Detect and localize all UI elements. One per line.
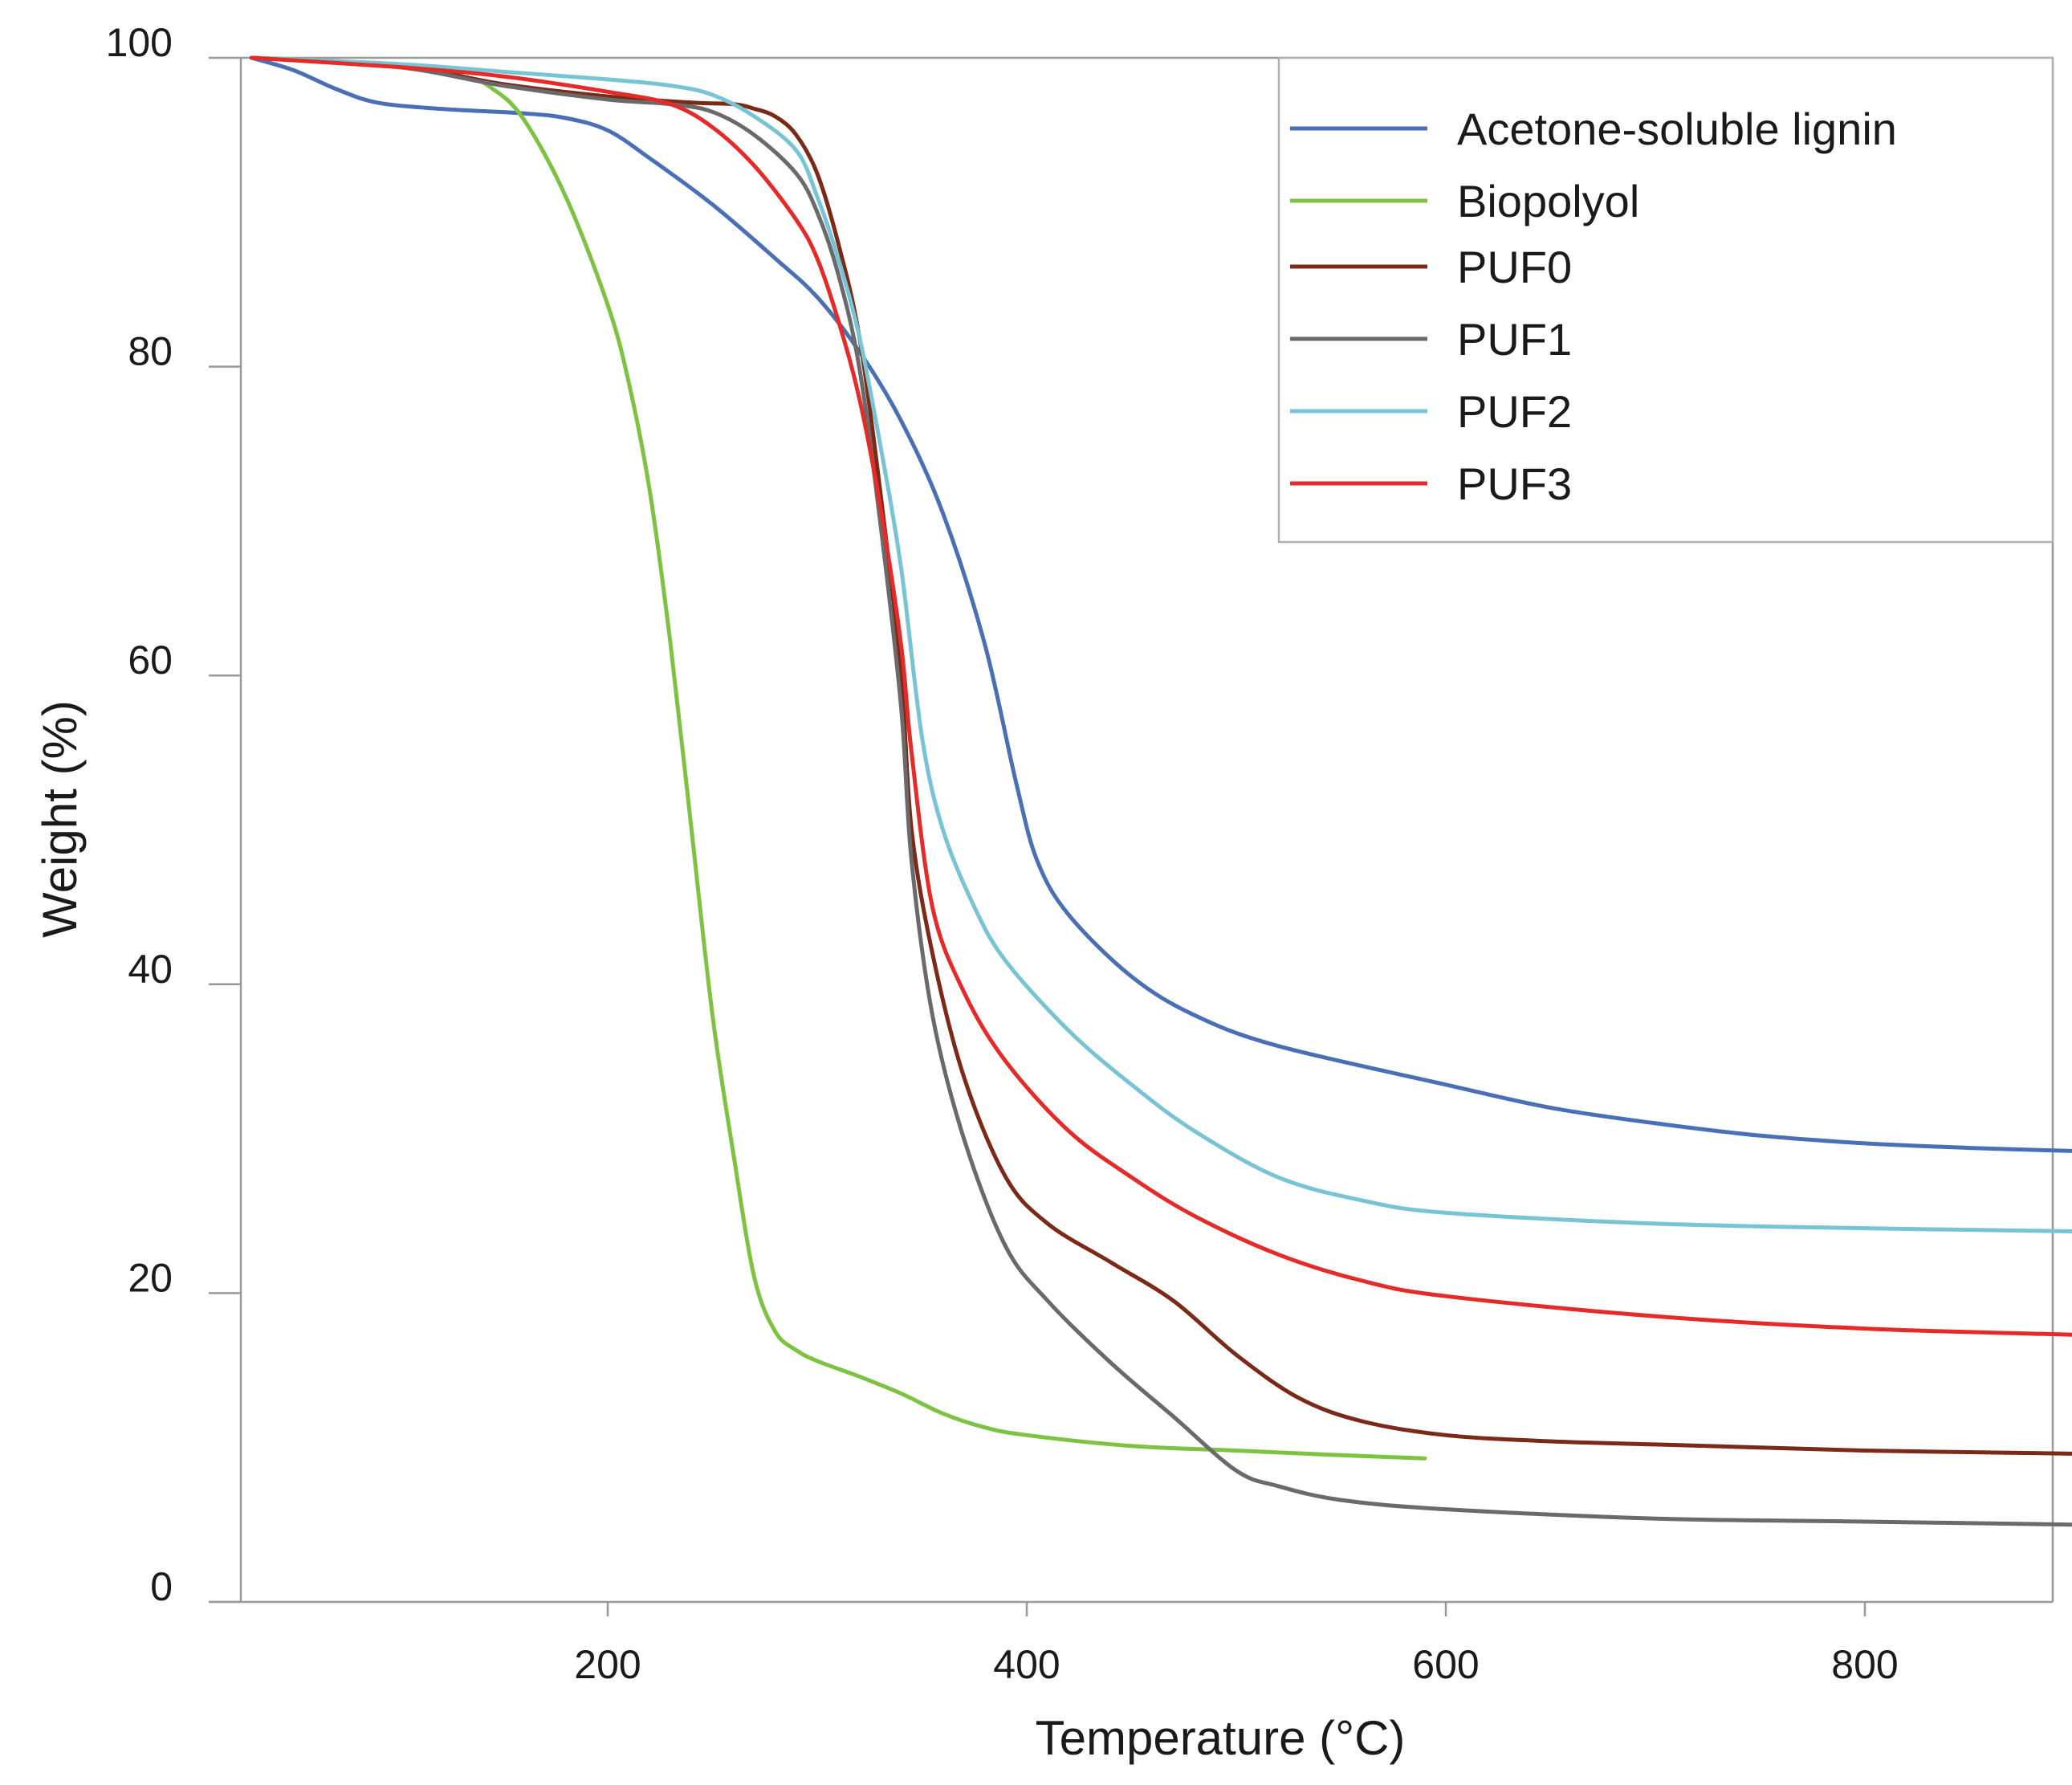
series-line-puf3 — [249, 55, 2072, 1337]
y-tick-label: 60 — [128, 638, 173, 683]
y-tick-label: 100 — [106, 20, 173, 65]
x-axis-title: Temperature (°C) — [1036, 1711, 1406, 1765]
series-line-biopolyol — [249, 55, 1427, 1461]
x-tick-label: 600 — [1412, 1642, 1479, 1687]
y-tick-label: 80 — [128, 329, 173, 374]
series-line-acetone-soluble-lignin — [249, 55, 2072, 1153]
legend-label-biopolyol: Biopolyol — [1457, 176, 1639, 226]
legend-label-acetone-soluble-lignin: Acetone-soluble lignin — [1457, 104, 1897, 154]
legend: Acetone-soluble lignin Biopolyol PUF0 PUF1 P… — [1277, 56, 2054, 544]
x-tick-label: 400 — [993, 1642, 1060, 1687]
series-lines — [249, 55, 2072, 1527]
y-tick-label: 20 — [128, 1255, 173, 1300]
y-tick-label: 40 — [128, 947, 173, 992]
y-tick-label: 0 — [150, 1564, 173, 1609]
y-axis-title: Weight (%) — [33, 700, 87, 938]
x-axis-ticks: 200 400 600 800 — [574, 1602, 1899, 1687]
series-line-puf1 — [249, 55, 2072, 1527]
legend-label-puf2: PUF2 — [1457, 386, 1572, 437]
legend-label-puf0: PUF0 — [1457, 242, 1572, 292]
legend-box — [1277, 56, 2054, 544]
y-axis-ticks: 0 20 40 60 80 100 — [106, 20, 241, 1609]
x-tick-label: 200 — [574, 1642, 641, 1687]
legend-label-puf1: PUF1 — [1457, 314, 1572, 365]
legend-label-puf3: PUF3 — [1457, 458, 1572, 509]
x-tick-label: 800 — [1831, 1642, 1898, 1687]
series-line-puf2 — [249, 55, 2072, 1233]
